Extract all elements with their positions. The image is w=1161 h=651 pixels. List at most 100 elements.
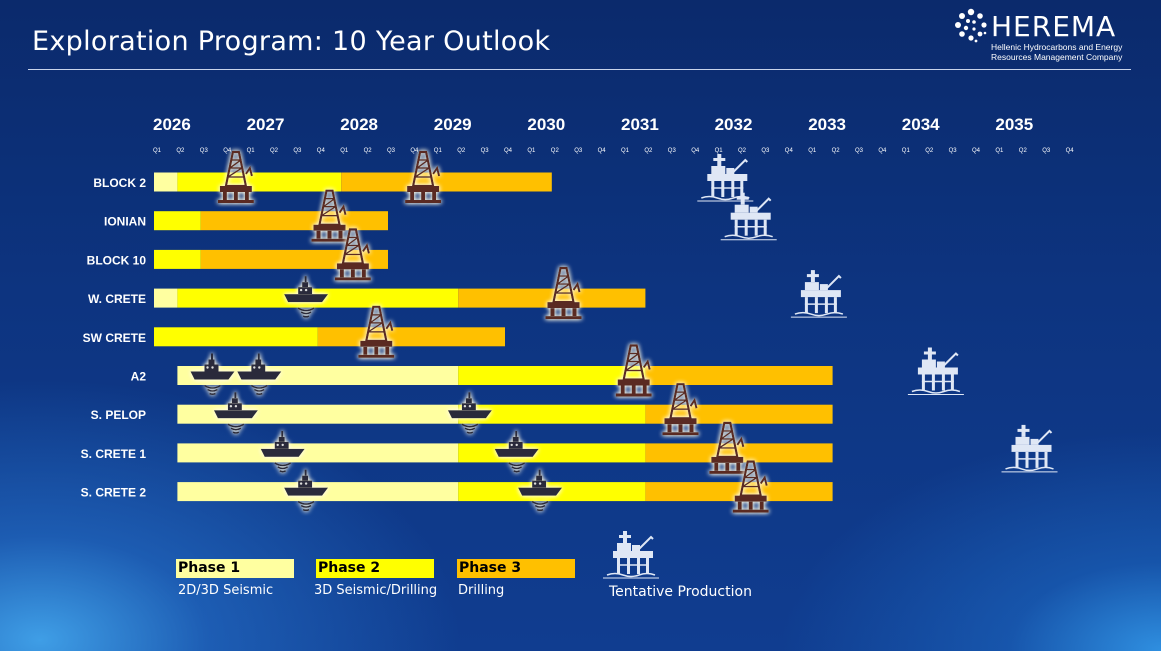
logo-dots-icon [955, 8, 987, 43]
legend-phase3-box: Phase 3 [457, 559, 575, 578]
quarter-label: Q1 [153, 148, 162, 154]
row-label: S. CRETE 2 [81, 486, 147, 500]
phase-bar [645, 443, 833, 463]
seismic-vessel-icon [447, 391, 493, 434]
quarter-label: Q1 [247, 148, 256, 154]
quarter-label: Q1 [527, 148, 536, 154]
phase-bar [154, 172, 178, 192]
phase-bar [177, 172, 342, 192]
quarter-label: Q4 [878, 148, 887, 154]
quarter-label: Q1 [902, 148, 911, 154]
legend-production-label: Tentative Production [609, 584, 752, 600]
quarter-label: Q3 [1042, 148, 1051, 154]
quarter-label: Q4 [598, 148, 607, 154]
quarter-label: Q3 [387, 148, 396, 154]
seismic-vessel-icon [213, 391, 259, 434]
seismic-vessel-icon [493, 430, 540, 473]
year-label: 2031 [621, 115, 659, 134]
quarter-label: Q1 [995, 148, 1004, 154]
legend-phase2-box: Phase 2 [316, 559, 434, 578]
quarter-label: Q3 [293, 148, 302, 154]
year-label: 2029 [434, 115, 472, 134]
quarter-label: Q3 [481, 148, 490, 154]
title-divider [28, 69, 1131, 70]
logo-subtitle: Hellenic Hydrocarbons and Energy Resourc… [991, 42, 1141, 62]
row-label: BLOCK 10 [87, 253, 147, 267]
year-label: 2027 [247, 115, 285, 134]
quarter-label: Q3 [855, 148, 864, 154]
quarter-label: Q2 [270, 148, 279, 154]
quarter-label: Q2 [644, 148, 653, 154]
year-label: 2033 [808, 115, 846, 134]
logo-subtitle-line1: Hellenic Hydrocarbons and Energy [991, 42, 1123, 52]
quarter-axis: Q1 Q2 Q3 Q4 Q1 Q2 Q3 Q4 Q1 Q2 Q3 Q4 Q1 Q2 Q3 Q4 Q1 Q2 Q3 Q4… [153, 148, 1074, 154]
year-label: 2028 [340, 115, 378, 134]
production-platform-icon [906, 346, 965, 396]
phase-bar [154, 211, 201, 231]
quarter-label: Q2 [176, 148, 185, 154]
quarter-label: Q2 [925, 148, 934, 154]
row-label: S. PELOP [91, 408, 146, 422]
quarter-label: Q1 [715, 148, 724, 154]
quarter-label: Q1 [621, 148, 630, 154]
production-platform-icon [1000, 423, 1059, 473]
year-label: 2032 [715, 115, 753, 134]
seismic-vessel-icon [283, 275, 329, 318]
quarter-label: Q1 [340, 148, 349, 154]
seismic-vessel-icon [236, 352, 283, 396]
row-label: W. CRETE [88, 292, 146, 306]
legend-phase1-box: Phase 1 [176, 559, 294, 578]
phase-bar [645, 366, 833, 385]
gantt-rows: BLOCK 2 IONIAN BLOCK 10 W. CRETE SW CRETE A2 S… [81, 172, 833, 502]
phase-bar [154, 327, 318, 347]
quarter-label: Q1 [808, 148, 817, 154]
phase-bar [200, 211, 388, 231]
phase-bar [458, 288, 646, 308]
legend-phase3-label: Phase 3 [459, 560, 522, 576]
quarter-label: Q4 [504, 148, 513, 154]
phase-bar [177, 443, 459, 463]
seismic-vessel-icon [259, 430, 306, 473]
quarter-label: Q1 [434, 148, 443, 154]
quarter-label: Q3 [200, 148, 209, 154]
phase-bar [154, 288, 178, 308]
logo-subtitle-line2: Resources Management Company [991, 52, 1123, 62]
quarter-label: Q4 [691, 148, 700, 154]
herema-logo: HEREMA Hellenic Hydrocarbons and Energy … [954, 8, 1134, 68]
seismic-vessel-icon [283, 468, 329, 512]
phase-bar [458, 366, 646, 385]
phase-bar [645, 482, 833, 502]
seismic-vessel-icon [517, 468, 563, 512]
legend-phase3-desc: Drilling [458, 583, 505, 598]
phase-bar [177, 366, 459, 385]
quarter-label: Q2 [1019, 148, 1028, 154]
phase-bar [458, 404, 646, 424]
legend-phase1-label: Phase 1 [178, 560, 241, 576]
quarter-label: Q2 [364, 148, 373, 154]
row-label: S. CRETE 1 [81, 447, 147, 461]
quarter-label: Q4 [317, 148, 326, 154]
phase-bar [341, 172, 552, 192]
row-label: A2 [131, 370, 147, 384]
year-label: 2026 [153, 115, 191, 134]
quarter-label: Q3 [574, 148, 583, 154]
phase-bar [458, 443, 646, 463]
legend-phase2-label: Phase 2 [318, 560, 381, 576]
quarter-label: Q2 [457, 148, 466, 154]
row-label: IONIAN [104, 215, 146, 229]
quarter-label: Q4 [972, 148, 981, 154]
phase-bar [317, 327, 505, 347]
production-platform-icon [602, 530, 660, 579]
logo-name: HEREMA [991, 10, 1117, 43]
quarter-label: Q4 [785, 148, 794, 154]
row-label: BLOCK 2 [93, 176, 146, 190]
quarter-label: Q4 [223, 148, 232, 154]
year-label: 2035 [995, 115, 1033, 134]
legend-production [602, 530, 660, 579]
quarter-label: Q4 [410, 148, 419, 154]
quarter-label: Q3 [761, 148, 770, 154]
legend-phase2-desc: 3D Seismic/Drilling [314, 583, 438, 598]
row-label: SW CRETE [83, 331, 146, 345]
production-platform-icon [789, 269, 848, 319]
